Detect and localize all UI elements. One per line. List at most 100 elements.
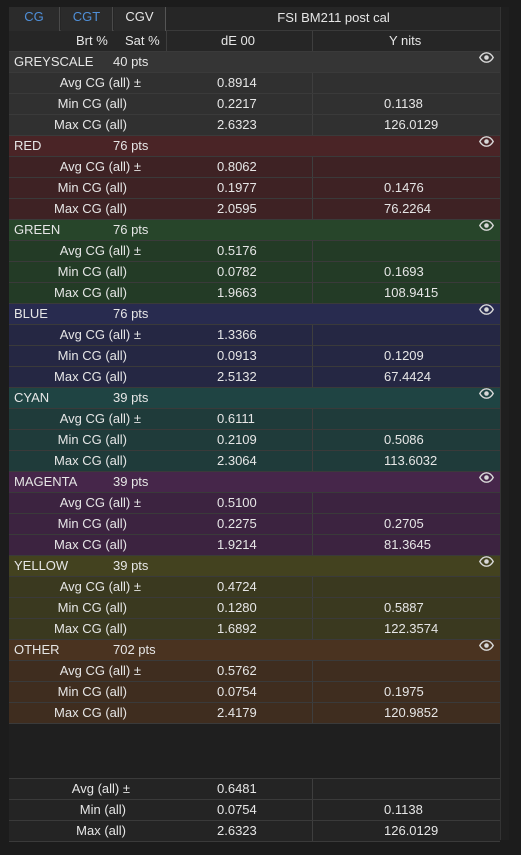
avg-row: Avg CG (all) ± 0.8062 [9, 157, 500, 178]
max-row: Max CG (all) 1.9214 81.3645 [9, 535, 500, 556]
section-header[interactable]: RED 76 pts [9, 136, 500, 157]
min-label: Min CG (all) [57, 96, 127, 111]
section-header[interactable]: BLUE 76 pts [9, 304, 500, 325]
eye-icon[interactable] [479, 304, 494, 315]
avg-value: 0.6111 [217, 411, 255, 426]
avg-value: 0.8062 [217, 159, 257, 174]
tab-cgv[interactable]: CGV [114, 7, 166, 31]
eye-icon[interactable] [479, 388, 494, 399]
column-divider [312, 514, 313, 534]
column-divider [312, 430, 313, 450]
section-point-count: 702 pts [113, 642, 156, 657]
section-header[interactable]: CYAN 39 pts [9, 388, 500, 409]
avg-label: Avg CG (all) ± [59, 663, 141, 678]
section-header[interactable]: GREYSCALE 40 pts [9, 52, 500, 73]
column-divider [312, 241, 313, 261]
min-y-value: 0.1975 [384, 684, 424, 699]
tab-cgt[interactable]: CGT [61, 7, 113, 31]
avg-label: Avg CG (all) ± [59, 495, 141, 510]
min-row: Min CG (all) 0.0782 0.1693 [9, 262, 500, 283]
min-row: Min CG (all) 0.2275 0.2705 [9, 514, 500, 535]
min-value: 0.0913 [217, 348, 257, 363]
section-blue: BLUE 76 pts Avg CG (all) ± 1.3366 Min CG (al… [9, 304, 500, 388]
column-divider [312, 325, 313, 345]
footer-avg-row: Avg (all) ± 0.6481 [9, 779, 500, 800]
column-header-y[interactable]: Y nits [389, 33, 422, 48]
column-header-brt[interactable]: Brt % [76, 33, 108, 48]
column-divider [312, 821, 313, 841]
min-row: Min CG (all) 0.1977 0.1476 [9, 178, 500, 199]
section-header[interactable]: GREEN 76 pts [9, 220, 500, 241]
max-row: Max CG (all) 2.5132 67.4424 [9, 367, 500, 388]
footer-min-row: Min (all) 0.0754 0.1138 [9, 800, 500, 821]
eye-icon[interactable] [479, 52, 494, 63]
column-divider [312, 493, 313, 513]
column-divider [312, 367, 313, 387]
max-y-value: 81.3645 [384, 537, 431, 552]
column-divider [312, 535, 313, 555]
section-cyan: CYAN 39 pts Avg CG (all) ± 0.6111 Min CG (al… [9, 388, 500, 472]
min-row: Min CG (all) 0.0754 0.1975 [9, 682, 500, 703]
min-label: Min CG (all) [57, 516, 127, 531]
avg-row: Avg CG (all) ± 0.8914 [9, 73, 500, 94]
section-name: RED [14, 138, 42, 153]
avg-row: Avg CG (all) ± 1.3366 [9, 325, 500, 346]
max-row: Max CG (all) 2.0595 76.2264 [9, 199, 500, 220]
eye-icon[interactable] [479, 220, 494, 231]
column-divider [312, 115, 313, 135]
eye-icon[interactable] [479, 136, 494, 147]
min-label: Min CG (all) [57, 432, 127, 447]
column-divider [312, 598, 313, 618]
column-divider [312, 577, 313, 597]
min-value: 0.2275 [217, 516, 257, 531]
min-label: Min CG (all) [57, 180, 127, 195]
section-header[interactable]: OTHER 702 pts [9, 640, 500, 661]
avg-label: Avg CG (all) ± [59, 75, 141, 90]
empty-area [9, 724, 500, 779]
max-y-value: 67.4424 [384, 369, 431, 384]
min-value: 0.2217 [217, 96, 257, 111]
max-y-value: 122.3574 [384, 621, 439, 636]
tab-cg[interactable]: CG [9, 7, 60, 31]
eye-icon[interactable] [479, 556, 494, 567]
column-header-sat[interactable]: Sat % [125, 33, 160, 48]
column-divider [312, 451, 313, 471]
max-value: 1.9663 [217, 285, 257, 300]
eye-icon[interactable] [479, 472, 494, 483]
section-list: GREYSCALE 40 pts Avg CG (all) ± 0.8914 Min C… [9, 52, 500, 724]
max-y-value: 76.2264 [384, 201, 431, 216]
eye-icon[interactable] [479, 640, 494, 651]
avg-value: 0.5762 [217, 663, 257, 678]
min-label: Min CG (all) [57, 684, 127, 699]
min-label: Min CG (all) [57, 348, 127, 363]
section-point-count: 76 pts [113, 222, 149, 237]
avg-label: Avg CG (all) ± [59, 159, 141, 174]
vertical-scrollbar[interactable] [500, 7, 509, 840]
section-name: GREYSCALE [14, 54, 94, 69]
section-point-count: 40 pts [113, 54, 149, 69]
min-label: Min CG (all) [57, 264, 127, 279]
max-y-value: 113.6032 [384, 453, 438, 468]
avg-label: Avg CG (all) ± [59, 243, 141, 258]
column-header-row: Brt % Sat % dE 00 Y nits [9, 31, 500, 52]
avg-row: Avg CG (all) ± 0.4724 [9, 577, 500, 598]
section-header[interactable]: YELLOW 39 pts [9, 556, 500, 577]
max-y-value: 120.9852 [384, 705, 439, 720]
footer-min-value: 0.0754 [217, 802, 257, 817]
column-divider [166, 31, 167, 51]
column-divider [312, 178, 313, 198]
column-divider [312, 346, 313, 366]
max-label: Max CG (all) [54, 201, 127, 216]
header-row: CG CGT CGV FSI BM211 post cal [9, 7, 500, 31]
section-name: BLUE [14, 306, 48, 321]
min-value: 0.1280 [217, 600, 257, 615]
column-divider [312, 661, 313, 681]
max-label: Max CG (all) [54, 285, 127, 300]
avg-row: Avg CG (all) ± 0.5176 [9, 241, 500, 262]
column-divider [312, 73, 313, 93]
section-header[interactable]: MAGENTA 39 pts [9, 472, 500, 493]
section-yellow: YELLOW 39 pts Avg CG (all) ± 0.4724 Min CG (… [9, 556, 500, 640]
column-header-de[interactable]: dE 00 [221, 33, 255, 48]
min-row: Min CG (all) 0.0913 0.1209 [9, 346, 500, 367]
avg-row: Avg CG (all) ± 0.5100 [9, 493, 500, 514]
